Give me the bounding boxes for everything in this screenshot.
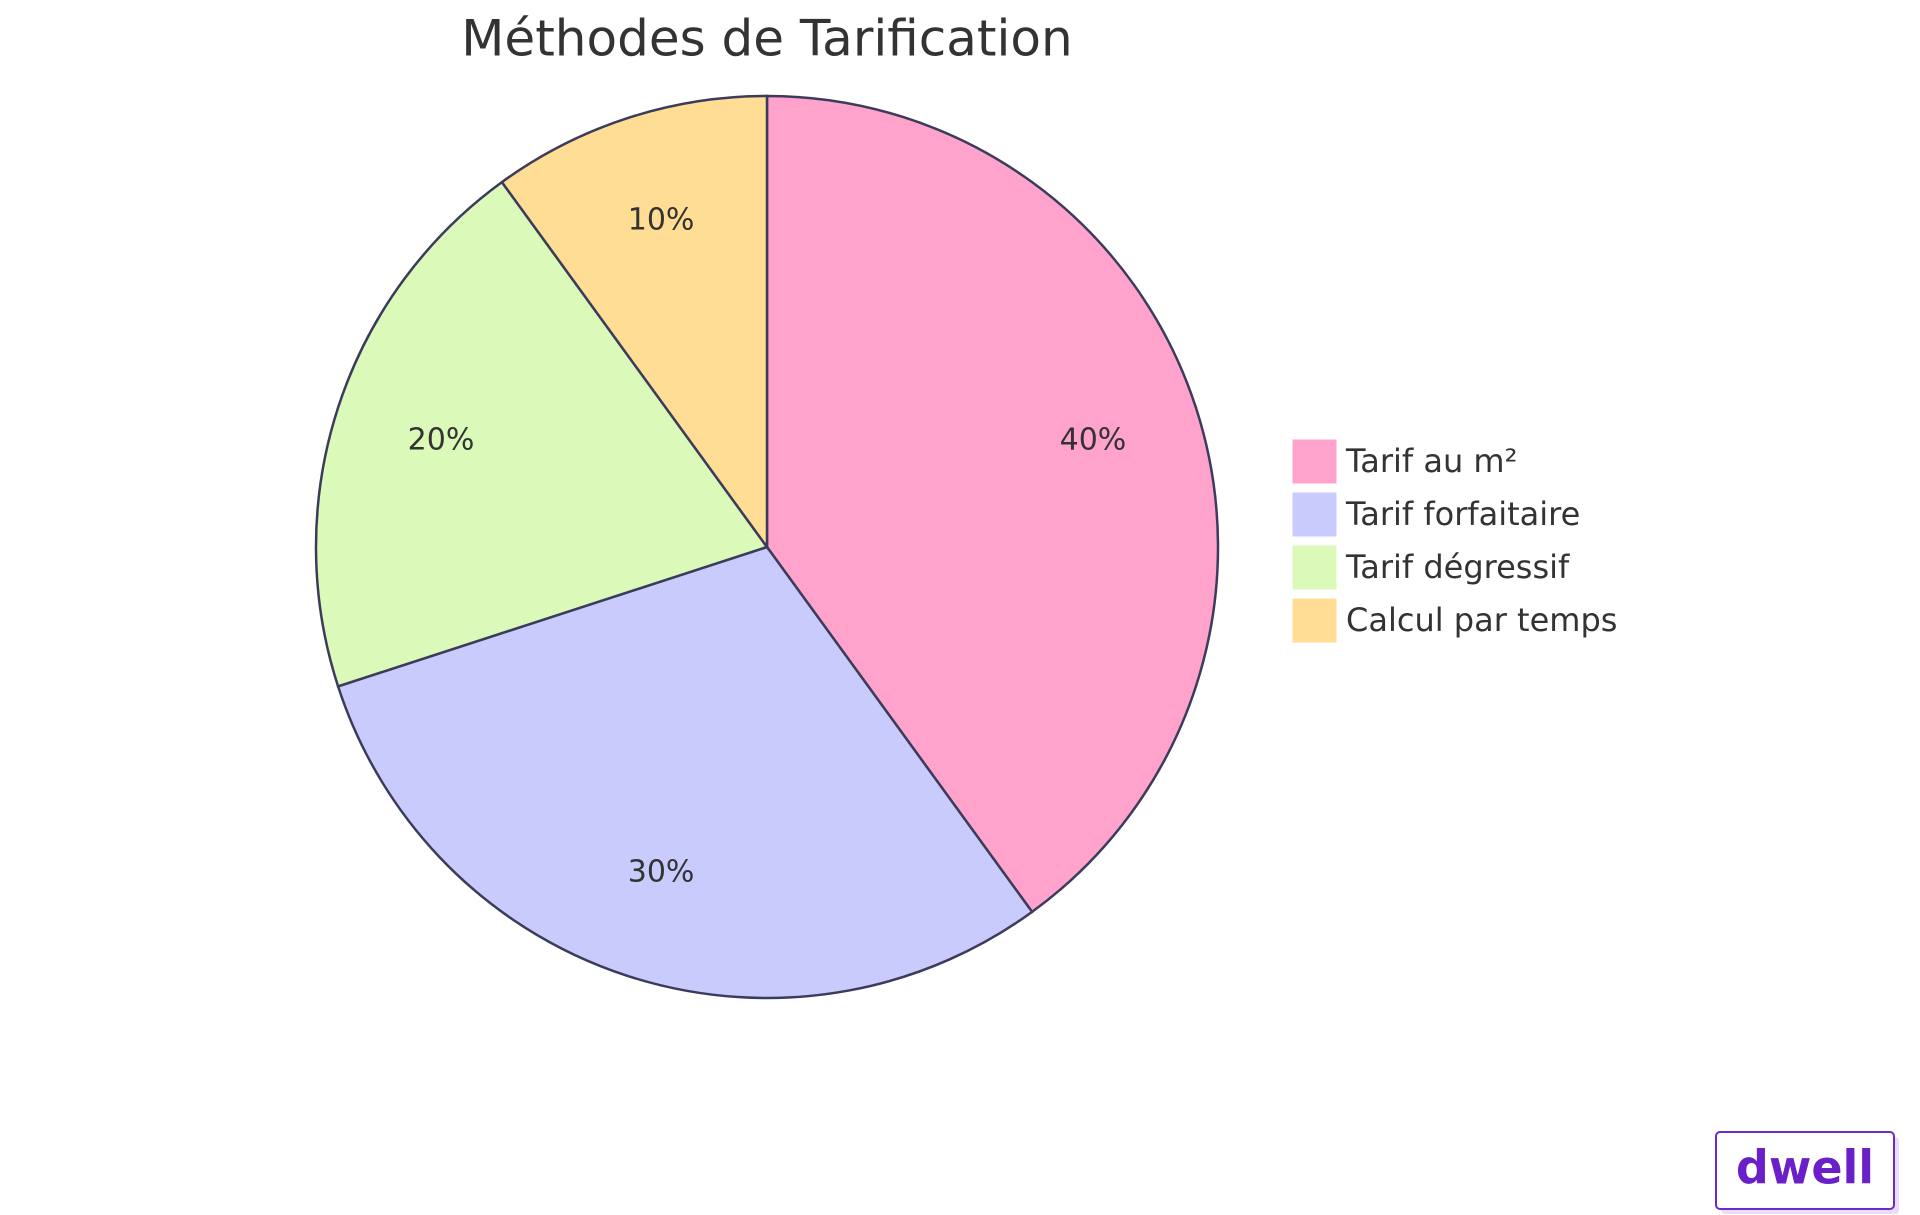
pie-slice xyxy=(500,94,769,551)
pie-slice xyxy=(314,180,770,688)
legend-label: Tarif au m² xyxy=(1345,442,1517,480)
legend-label: Tarif forfaitaire xyxy=(1345,495,1580,533)
legend-label: Tarif dégressif xyxy=(1345,548,1570,586)
legend-swatch xyxy=(1291,544,1338,591)
chart-title: Méthodes de Tarification xyxy=(461,10,1072,68)
legend-swatch xyxy=(1291,491,1338,538)
watermark-box xyxy=(1715,1131,1895,1210)
slice-label: 20% xyxy=(408,423,475,458)
slice-label: 40% xyxy=(1060,423,1127,458)
pie-slice xyxy=(336,545,1034,1000)
slice-label: 10% xyxy=(628,203,695,238)
watermark: dwell xyxy=(1715,1131,1899,1214)
legend-swatch xyxy=(1291,438,1338,485)
watermark-text: dwell xyxy=(1736,1141,1874,1195)
pie-slice xyxy=(765,94,1220,914)
legend-label: Calcul par temps xyxy=(1346,601,1617,639)
legend-swatch xyxy=(1291,597,1338,644)
slice-label: 30% xyxy=(628,854,695,889)
